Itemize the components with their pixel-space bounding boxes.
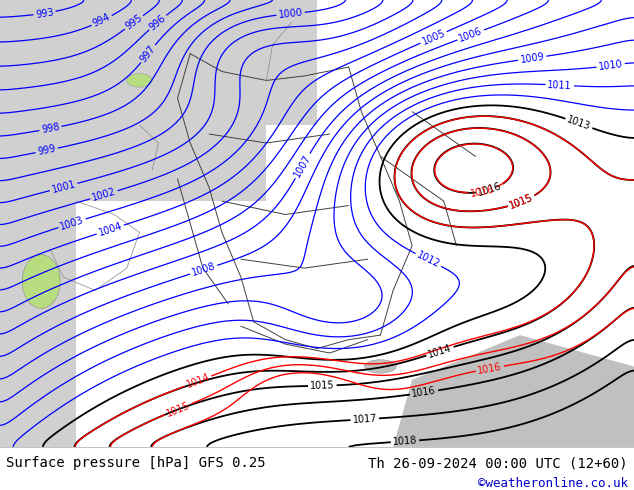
Text: 1016: 1016	[477, 181, 503, 198]
Text: 999: 999	[37, 144, 56, 157]
Text: 1001: 1001	[51, 179, 77, 195]
Text: 1015: 1015	[165, 400, 191, 418]
Text: 997: 997	[138, 44, 158, 64]
Text: 1015: 1015	[508, 193, 535, 211]
Text: 1009: 1009	[519, 51, 545, 65]
Polygon shape	[393, 335, 634, 447]
Text: 1014: 1014	[427, 343, 453, 360]
Ellipse shape	[22, 255, 60, 308]
FancyBboxPatch shape	[0, 196, 76, 447]
Text: 995: 995	[124, 13, 145, 32]
Text: 1008: 1008	[190, 261, 217, 278]
Text: 1004: 1004	[97, 221, 124, 238]
Text: 993: 993	[35, 7, 55, 20]
Text: 1005: 1005	[420, 28, 447, 47]
Text: 1002: 1002	[91, 187, 117, 203]
Ellipse shape	[127, 74, 152, 87]
Ellipse shape	[365, 360, 396, 373]
Text: 994: 994	[91, 12, 112, 29]
Text: 1006: 1006	[458, 26, 484, 44]
Text: 1015: 1015	[508, 193, 535, 211]
Text: 1016: 1016	[470, 184, 496, 198]
Text: 1003: 1003	[59, 215, 86, 232]
Text: 1013: 1013	[566, 115, 592, 132]
Text: 1000: 1000	[278, 7, 303, 20]
Text: 1016: 1016	[477, 361, 503, 375]
Text: 1007: 1007	[292, 153, 313, 179]
Text: 996: 996	[147, 13, 168, 32]
Text: 1012: 1012	[415, 250, 441, 270]
Text: 998: 998	[41, 122, 60, 135]
Text: Th 26-09-2024 00:00 UTC (12+60): Th 26-09-2024 00:00 UTC (12+60)	[368, 456, 628, 470]
FancyBboxPatch shape	[0, 0, 266, 201]
Text: 1017: 1017	[352, 414, 377, 425]
Text: 1015: 1015	[310, 380, 335, 391]
Text: 1010: 1010	[598, 59, 623, 72]
Text: 1018: 1018	[392, 436, 418, 447]
Text: 1016: 1016	[411, 386, 437, 399]
Text: ©weatheronline.co.uk: ©weatheronline.co.uk	[477, 477, 628, 490]
Polygon shape	[178, 0, 317, 125]
Text: 1014: 1014	[184, 372, 211, 390]
Text: Surface pressure [hPa] GFS 0.25: Surface pressure [hPa] GFS 0.25	[6, 456, 266, 470]
Text: 1011: 1011	[547, 79, 573, 91]
